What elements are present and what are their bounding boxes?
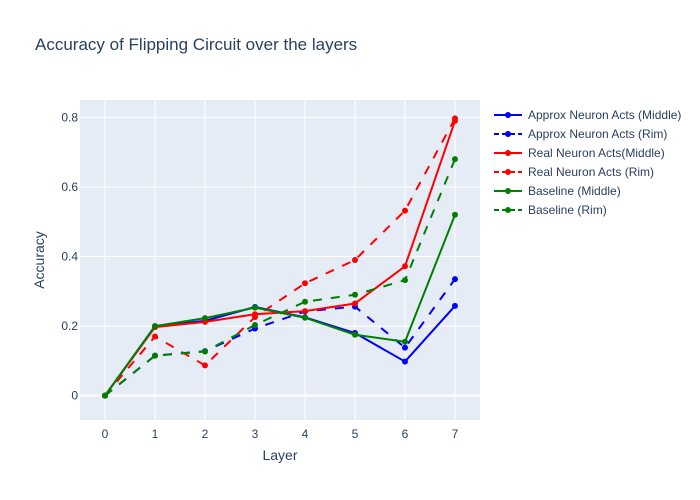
series-5	[102, 156, 458, 399]
x-tick-labels: 0 1 2 3 4 5 6 7	[102, 427, 459, 441]
series-3	[102, 115, 458, 399]
series-line	[104, 158, 456, 397]
legend-label: Real Neuron Acts (Rim)	[528, 165, 654, 179]
data-point[interactable]	[402, 358, 408, 365]
series-layer	[102, 115, 458, 399]
legend-marker	[505, 188, 511, 194]
legend-label: Baseline (Middle)	[528, 184, 621, 198]
legend-item[interactable]: Baseline (Rim)	[494, 203, 607, 217]
y-tick-label: 0	[71, 389, 78, 403]
x-tick-label: 4	[302, 427, 309, 441]
y-tick-label: 0.2	[61, 319, 78, 333]
series-line	[104, 117, 456, 397]
x-tick-label: 7	[452, 427, 459, 441]
legend-item[interactable]: Real Neuron Acts(Middle)	[494, 146, 665, 160]
legend-marker	[505, 112, 511, 118]
data-point[interactable]	[452, 156, 458, 163]
legend-label: Approx Neuron Acts (Middle)	[528, 108, 681, 122]
legend[interactable]: Approx Neuron Acts (Middle) Approx Neuron…	[494, 108, 681, 217]
x-tick-label: 5	[352, 427, 359, 441]
legend-marker	[505, 169, 511, 175]
legend-marker	[505, 207, 511, 213]
x-tick-label: 0	[102, 427, 109, 441]
data-point[interactable]	[102, 392, 108, 399]
data-point[interactable]	[202, 362, 208, 369]
data-point[interactable]	[252, 304, 258, 311]
data-point[interactable]	[452, 302, 458, 309]
legend-label: Approx Neuron Acts (Rim)	[528, 127, 667, 141]
legend-label: Baseline (Rim)	[528, 203, 607, 217]
data-point[interactable]	[252, 314, 258, 321]
x-tick-label: 3	[252, 427, 259, 441]
data-point[interactable]	[302, 314, 308, 321]
data-point[interactable]	[352, 331, 358, 338]
data-point[interactable]	[452, 115, 458, 122]
legend-marker	[505, 131, 511, 137]
data-point[interactable]	[452, 211, 458, 218]
y-tick-label: 0.8	[61, 110, 78, 124]
data-point[interactable]	[352, 300, 358, 307]
x-tick-label: 1	[152, 427, 159, 441]
y-tick-label: 0.4	[61, 250, 78, 264]
data-point[interactable]	[402, 338, 408, 345]
data-point[interactable]	[302, 280, 308, 287]
data-point[interactable]	[352, 291, 358, 298]
data-point[interactable]	[152, 333, 158, 340]
x-tick-label: 2	[202, 427, 209, 441]
x-axis-title: Layer	[262, 447, 297, 463]
y-tick-label: 0.6	[61, 180, 78, 194]
legend-marker	[505, 150, 511, 156]
legend-item[interactable]: Baseline (Middle)	[494, 184, 621, 198]
x-tick-label: 6	[402, 427, 409, 441]
legend-item[interactable]: Real Neuron Acts (Rim)	[494, 165, 654, 179]
data-point[interactable]	[252, 322, 258, 329]
y-axis-title: Accuracy	[31, 231, 47, 289]
data-point[interactable]	[402, 263, 408, 270]
data-point[interactable]	[302, 308, 308, 315]
plot-area	[80, 100, 480, 420]
data-point[interactable]	[302, 298, 308, 305]
data-point[interactable]	[402, 277, 408, 284]
data-point[interactable]	[202, 315, 208, 322]
data-point[interactable]	[402, 344, 408, 351]
legend-label: Real Neuron Acts(Middle)	[528, 146, 665, 160]
data-point[interactable]	[452, 276, 458, 283]
chart-title: Accuracy of Flipping Circuit over the la…	[35, 35, 357, 54]
y-tick-labels: 0 0.2 0.4 0.6 0.8	[61, 110, 78, 402]
data-point[interactable]	[152, 352, 158, 359]
legend-item[interactable]: Approx Neuron Acts (Middle)	[494, 108, 681, 122]
data-point[interactable]	[202, 348, 208, 355]
data-point[interactable]	[352, 257, 358, 263]
legend-item[interactable]: Approx Neuron Acts (Rim)	[494, 127, 667, 141]
data-point[interactable]	[152, 323, 158, 330]
data-point[interactable]	[402, 207, 408, 214]
